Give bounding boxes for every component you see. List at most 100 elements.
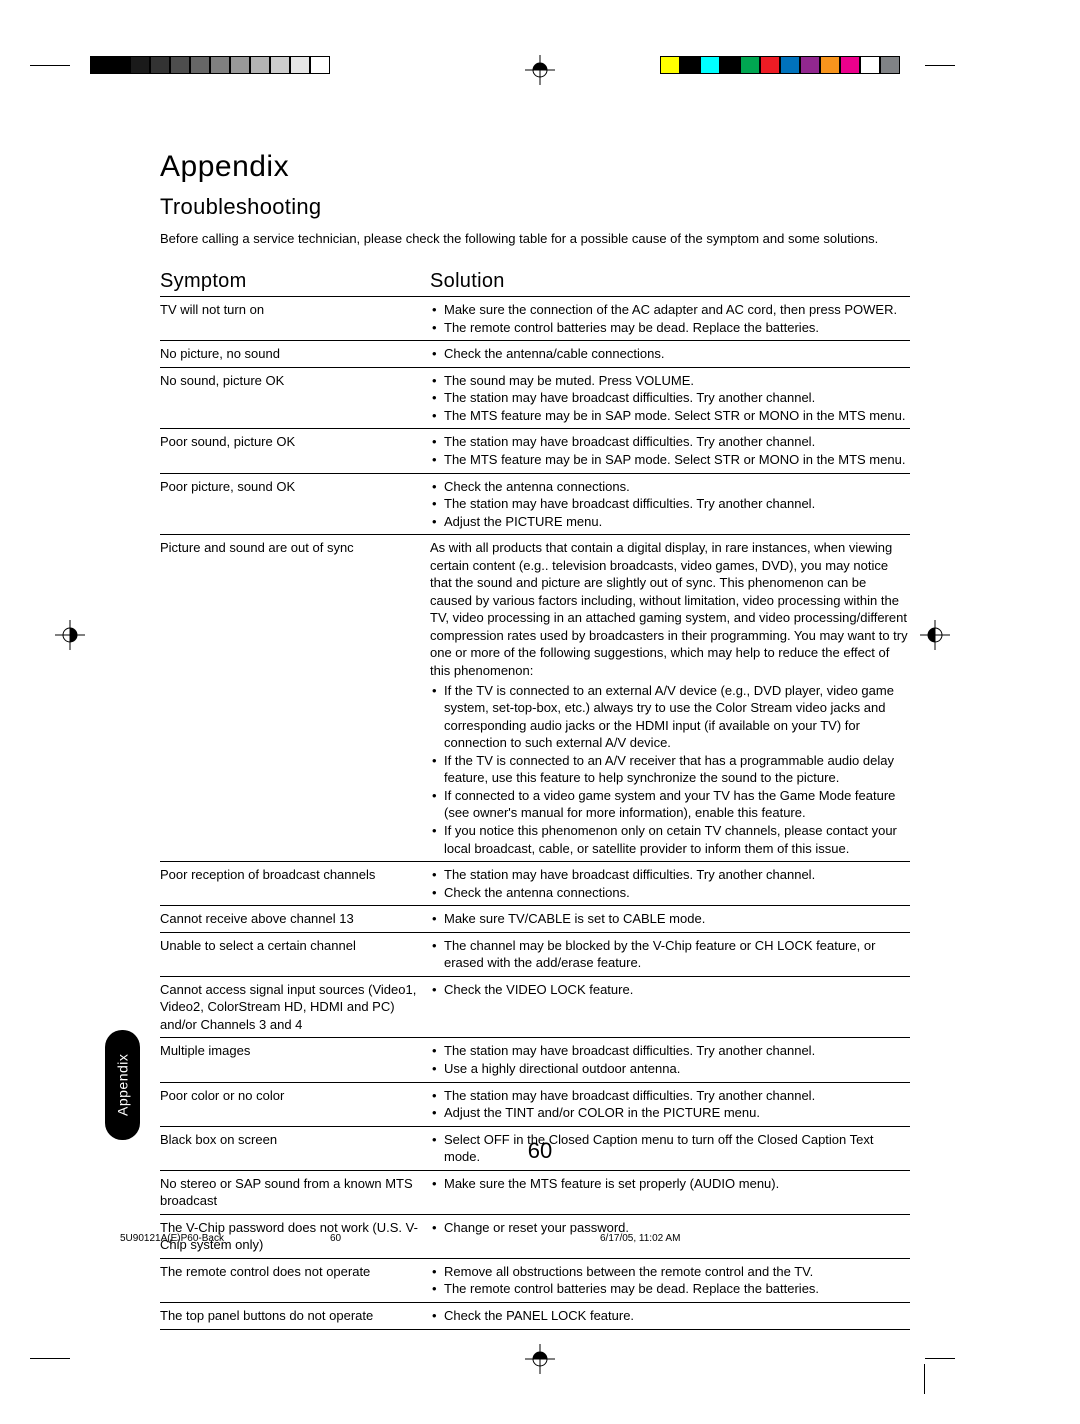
solution-item: The station may have broadcast difficult… (430, 866, 910, 884)
solution-list: Remove all obstructions between the remo… (430, 1263, 910, 1298)
symptom-cell: Poor picture, sound OK (160, 473, 430, 535)
table-row: The top panel buttons do not operateChec… (160, 1302, 910, 1329)
footer: 5U90121A(E)P60-Back 60 6/17/05, 11:02 AM (120, 1233, 940, 1244)
solution-cell: Remove all obstructions between the remo… (430, 1258, 910, 1302)
registration-mark-icon (920, 620, 950, 650)
footer-file: 5U90121A(E)P60-Back (120, 1233, 224, 1244)
solution-item: Check the VIDEO LOCK feature. (430, 981, 910, 999)
table-row: Poor color or no colorThe station may ha… (160, 1082, 910, 1126)
symptom-cell: Cannot access signal input sources (Vide… (160, 976, 430, 1038)
solution-list: The sound may be muted. Press VOLUME. The… (430, 372, 910, 425)
table-row: Cannot receive above channel 13Make sure… (160, 906, 910, 933)
crop-mark (925, 65, 955, 66)
table-header-solution: Solution (430, 266, 910, 297)
swatch (660, 56, 680, 74)
solution-list: Make sure the MTS feature is set properl… (430, 1175, 910, 1193)
solution-item: Adjust the TINT and/or COLOR in the PICT… (430, 1104, 910, 1122)
solution-item: Make sure the connection of the AC adapt… (430, 301, 910, 319)
swatch (820, 56, 840, 74)
swatch (150, 56, 170, 74)
solution-paragraph: As with all products that contain a digi… (430, 539, 910, 679)
solution-item: The station may have broadcast difficult… (430, 1042, 910, 1060)
table-row: Multiple imagesThe station may have broa… (160, 1038, 910, 1082)
solution-list: Check the antenna connections.The statio… (430, 478, 910, 531)
table-row: Cannot access signal input sources (Vide… (160, 976, 910, 1038)
swatch (230, 56, 250, 74)
troubleshooting-table: Symptom Solution TV will not turn onMake… (160, 266, 910, 1329)
symptom-cell: Picture and sound are out of sync (160, 535, 430, 862)
symptom-cell: The top panel buttons do not operate (160, 1302, 430, 1329)
section-subtitle: Troubleshooting (160, 194, 910, 220)
solution-cell: Check the VIDEO LOCK feature. (430, 976, 910, 1038)
swatch (90, 56, 110, 74)
swatch (290, 56, 310, 74)
solution-item: The remote control batteries may be dead… (430, 319, 910, 337)
swatch (700, 56, 720, 74)
solution-cell: As with all products that contain a digi… (430, 535, 910, 862)
table-row: No sound, picture OKThe sound may be mut… (160, 367, 910, 429)
solution-list: The station may have broadcast difficult… (430, 1087, 910, 1122)
solution-cell: Make sure the connection of the AC adapt… (430, 297, 910, 341)
page-number: 60 (528, 1138, 552, 1164)
solution-item: The station may have broadcast difficult… (430, 495, 910, 513)
symptom-cell: No sound, picture OK (160, 367, 430, 429)
solution-list: Select OFF in the Closed Caption menu to… (430, 1131, 910, 1166)
solution-item: Check the PANEL LOCK feature. (430, 1307, 910, 1325)
solution-cell: The station may have broadcast difficult… (430, 862, 910, 906)
solution-item: Check the antenna/cable connections. (430, 345, 910, 363)
solution-cell: The station may have broadcast difficult… (430, 1082, 910, 1126)
crop-mark (925, 1358, 955, 1359)
swatch (780, 56, 800, 74)
solution-cell: The channel may be blocked by the V-Chip… (430, 932, 910, 976)
symptom-cell: No picture, no sound (160, 341, 430, 368)
solution-item: Select OFF in the Closed Caption menu to… (430, 1131, 910, 1166)
solution-list: The station may have broadcast difficult… (430, 433, 910, 468)
solution-list: If the TV is connected to an external A/… (430, 682, 910, 857)
solution-item: The MTS feature may be in SAP mode. Sele… (430, 451, 910, 469)
solution-list: The channel may be blocked by the V-Chip… (430, 937, 910, 972)
swatch (210, 56, 230, 74)
table-row: Unable to select a certain channelThe ch… (160, 932, 910, 976)
swatch (250, 56, 270, 74)
solution-item: Adjust the PICTURE menu. (430, 513, 910, 531)
swatch (800, 56, 820, 74)
solution-item: Make sure TV/CABLE is set to CABLE mode. (430, 910, 910, 928)
solution-item: Check the antenna connections. (430, 478, 910, 496)
solution-item: If the TV is connected to an external A/… (430, 682, 910, 752)
symptom-cell: Multiple images (160, 1038, 430, 1082)
swatch (760, 56, 780, 74)
table-row: Picture and sound are out of syncAs with… (160, 535, 910, 862)
solution-cell: Check the antenna connections.The statio… (430, 473, 910, 535)
solution-item: The MTS feature may be in SAP mode. Sele… (430, 407, 910, 425)
symptom-cell: The remote control does not operate (160, 1258, 430, 1302)
color-bars (660, 56, 900, 74)
solution-cell: Select OFF in the Closed Caption menu to… (430, 1126, 910, 1170)
swatch (110, 56, 130, 74)
solution-item: The channel may be blocked by the V-Chip… (430, 937, 910, 972)
solution-item: Use a highly directional outdoor antenna… (430, 1060, 910, 1078)
symptom-cell: Poor color or no color (160, 1082, 430, 1126)
solution-cell: The station may have broadcast difficult… (430, 429, 910, 473)
solution-item: If you notice this phenomenon only on ce… (430, 822, 910, 857)
solution-cell: Make sure TV/CABLE is set to CABLE mode. (430, 906, 910, 933)
table-row: Poor sound, picture OKThe station may ha… (160, 429, 910, 473)
footer-timestamp: 6/17/05, 11:02 AM (600, 1233, 680, 1244)
solution-list: Check the PANEL LOCK feature. (430, 1307, 910, 1325)
symptom-cell: TV will not turn on (160, 297, 430, 341)
symptom-cell: Poor reception of broadcast channels (160, 862, 430, 906)
solution-item: If the TV is connected to an A/V receive… (430, 752, 910, 787)
table-row: TV will not turn onMake sure the connect… (160, 297, 910, 341)
table-row: Poor picture, sound OKCheck the antenna … (160, 473, 910, 535)
solution-item: Check the antenna connections. (430, 884, 910, 902)
swatch (720, 56, 740, 74)
solution-item: Remove all obstructions between the remo… (430, 1263, 910, 1281)
symptom-cell: Cannot receive above channel 13 (160, 906, 430, 933)
intro-text: Before calling a service technician, ple… (160, 230, 910, 248)
table-row: No picture, no soundCheck the antenna/ca… (160, 341, 910, 368)
solution-list: Check the VIDEO LOCK feature. (430, 981, 910, 999)
solution-item: The station may have broadcast difficult… (430, 433, 910, 451)
crop-mark (924, 1364, 925, 1394)
swatch (130, 56, 150, 74)
solution-item: The sound may be muted. Press VOLUME. (430, 372, 910, 390)
solution-list: The station may have broadcast difficult… (430, 1042, 910, 1077)
